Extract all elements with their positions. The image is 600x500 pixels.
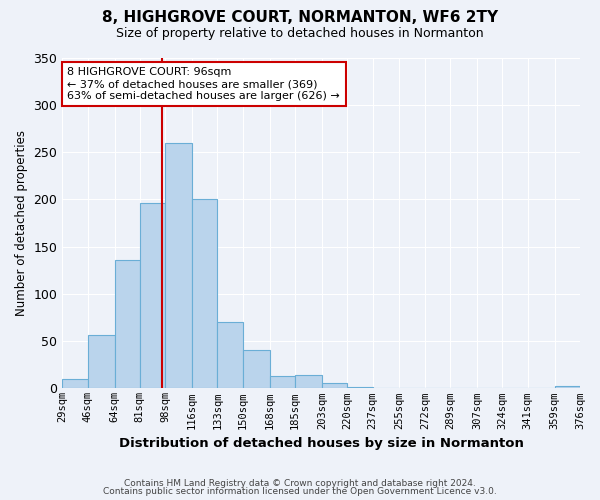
Bar (115, 260, 140, 388)
Bar (554, 386, 580, 388)
Text: 8 HIGHGROVE COURT: 96sqm
← 37% of detached houses are smaller (369)
63% of semi-: 8 HIGHGROVE COURT: 96sqm ← 37% of detach… (67, 68, 340, 100)
Bar (269, 376, 295, 388)
Bar (165, 142, 192, 388)
Bar (88, 334, 115, 388)
Y-axis label: Number of detached properties: Number of detached properties (15, 130, 28, 316)
Bar (192, 200, 217, 388)
X-axis label: Distribution of detached houses by size in Normanton: Distribution of detached houses by size … (119, 437, 524, 450)
Bar (217, 322, 243, 388)
Bar (62, 379, 88, 388)
Bar (243, 350, 269, 389)
Bar (140, 203, 165, 388)
Text: Contains HM Land Registry data © Crown copyright and database right 2024.: Contains HM Land Registry data © Crown c… (124, 478, 476, 488)
Text: Contains public sector information licensed under the Open Government Licence v3: Contains public sector information licen… (103, 487, 497, 496)
Text: 8, HIGHGROVE COURT, NORMANTON, WF6 2TY: 8, HIGHGROVE COURT, NORMANTON, WF6 2TY (102, 10, 498, 25)
Bar (295, 375, 322, 388)
Text: Size of property relative to detached houses in Normanton: Size of property relative to detached ho… (116, 28, 484, 40)
Bar (322, 382, 347, 388)
